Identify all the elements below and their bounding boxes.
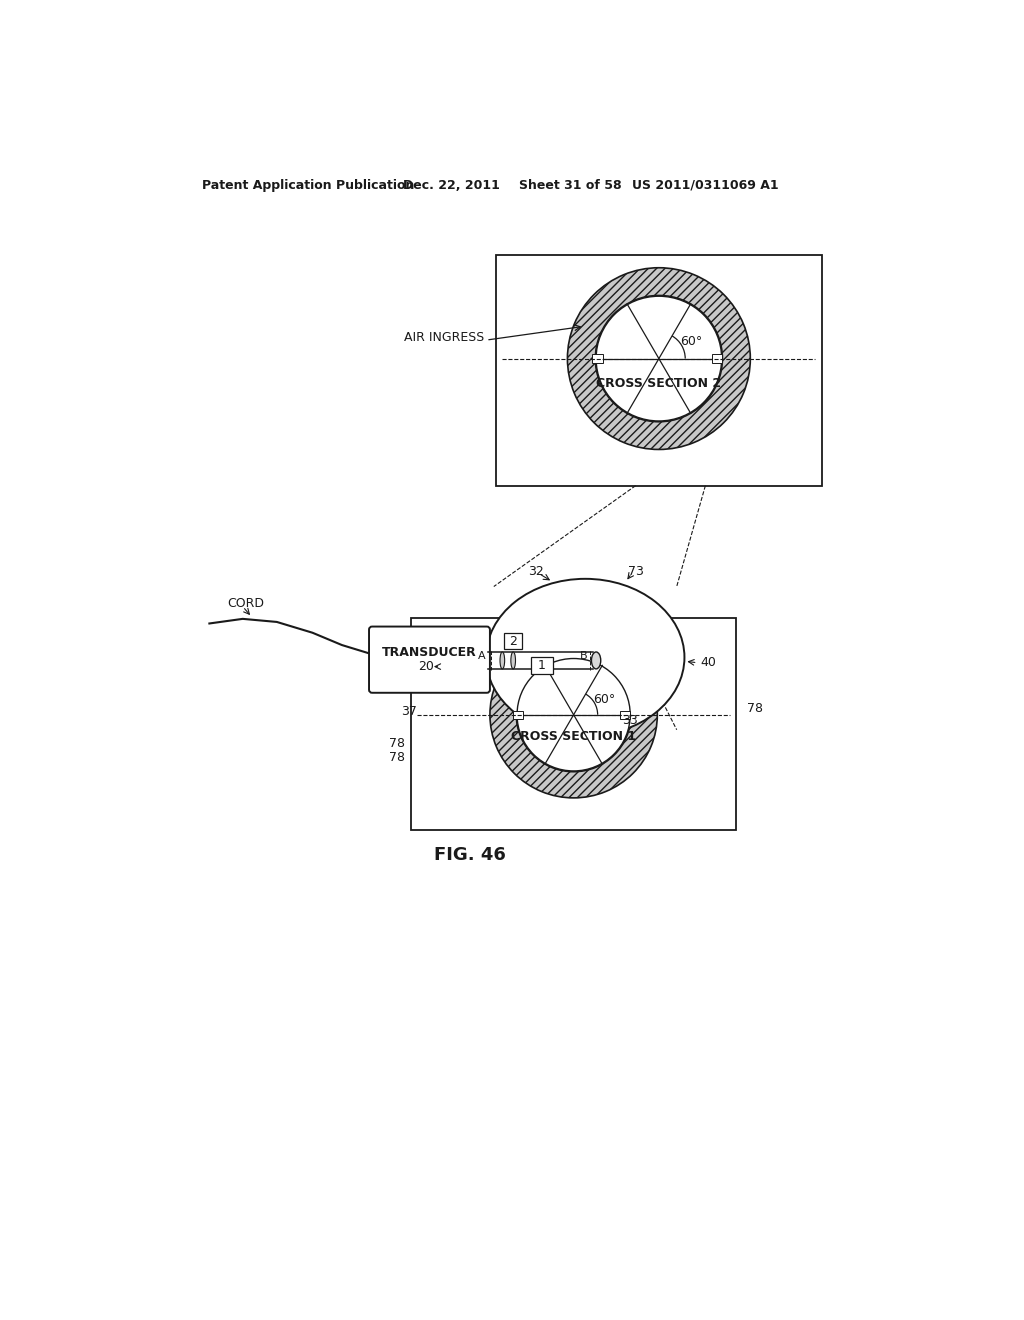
Text: 60°: 60° <box>594 693 615 706</box>
Text: 60°: 60° <box>680 335 702 348</box>
Bar <box>621 711 630 718</box>
Ellipse shape <box>500 652 505 669</box>
Text: A: A <box>478 651 486 661</box>
Text: B: B <box>580 651 588 661</box>
Text: 78: 78 <box>389 738 404 751</box>
Text: US 2011/0311069 A1: US 2011/0311069 A1 <box>632 178 778 191</box>
Text: 32: 32 <box>528 565 545 578</box>
Text: 78: 78 <box>748 702 763 715</box>
Bar <box>496 255 821 486</box>
Bar <box>592 354 603 363</box>
Text: FIG. 46: FIG. 46 <box>434 846 506 865</box>
Ellipse shape <box>511 652 515 669</box>
Text: AIR INGRESS: AIR INGRESS <box>404 330 484 343</box>
Text: 1: 1 <box>538 659 546 672</box>
Bar <box>712 354 722 363</box>
Text: 37: 37 <box>400 705 417 718</box>
Text: 20: 20 <box>419 660 434 673</box>
Text: Patent Application Publication: Patent Application Publication <box>202 178 414 191</box>
Text: TRANSDUCER: TRANSDUCER <box>382 647 477 659</box>
Text: CORD: CORD <box>227 597 264 610</box>
Text: 73: 73 <box>628 565 643 578</box>
Text: 78: 78 <box>389 751 404 764</box>
Text: 40: 40 <box>700 656 716 669</box>
Circle shape <box>517 659 630 771</box>
Ellipse shape <box>592 652 601 669</box>
Circle shape <box>596 296 722 421</box>
FancyBboxPatch shape <box>369 627 489 693</box>
Text: Dec. 22, 2011: Dec. 22, 2011 <box>403 178 500 191</box>
Text: CROSS SECTION 2: CROSS SECTION 2 <box>596 376 722 389</box>
Bar <box>411 618 736 830</box>
Text: 33: 33 <box>623 714 638 727</box>
Text: Sheet 31 of 58: Sheet 31 of 58 <box>519 178 622 191</box>
Ellipse shape <box>486 579 684 737</box>
Bar <box>513 711 523 718</box>
Bar <box>531 656 553 673</box>
Bar <box>504 634 522 649</box>
Text: 2: 2 <box>509 635 517 648</box>
Text: CROSS SECTION 1: CROSS SECTION 1 <box>511 730 636 743</box>
